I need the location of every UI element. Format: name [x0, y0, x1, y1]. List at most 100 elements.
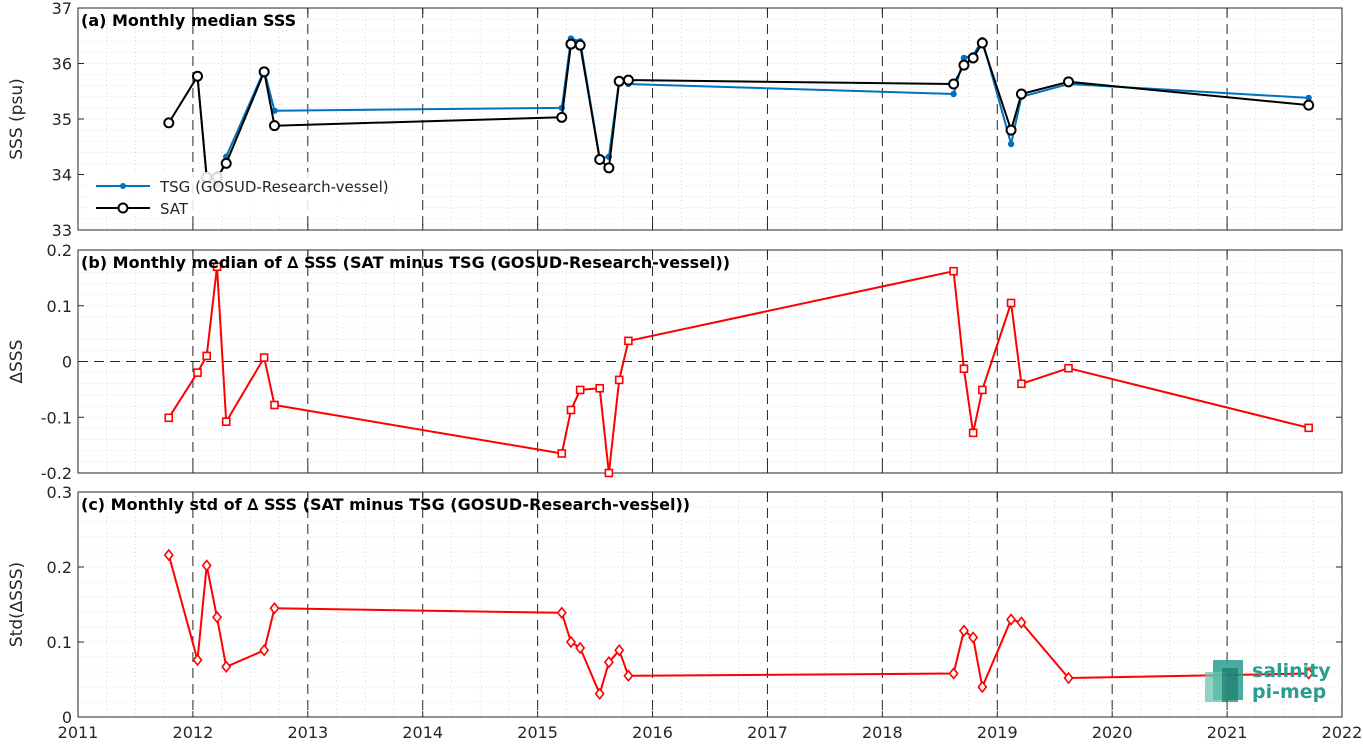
data-point-square: [604, 468, 614, 478]
y-tick-label: 0.2: [47, 558, 72, 577]
data-point-circle: [565, 38, 577, 50]
data-point-diamond: [977, 680, 988, 694]
data-point-circle: [220, 157, 232, 169]
data-point-square: [978, 385, 987, 395]
y-tick-label: 36: [52, 55, 72, 74]
x-tick-label: 2012: [173, 723, 214, 742]
y-tick-label: 37: [52, 0, 72, 18]
legend-sat-marker: [117, 202, 129, 214]
data-point-diamond: [212, 610, 223, 624]
data-point-square: [1064, 363, 1073, 373]
data-point-circle: [1063, 76, 1075, 88]
x-tick-label: 2019: [977, 723, 1018, 742]
panel-c: 0 0.1 0.2 0.3 Std(∆SSS) (c) Monthly std of ∆ …: [7, 483, 1343, 727]
data-point-diamond: [192, 653, 203, 667]
x-tick-label: 2022: [1322, 723, 1363, 742]
series-line-1-0: [167, 265, 1309, 474]
logo-line2: pi-mep: [1252, 681, 1326, 703]
data-point-diamond: [968, 631, 979, 644]
data-point-diamond: [614, 643, 625, 657]
x-tick-label: 2013: [287, 723, 328, 742]
y-tick-label: 33: [52, 221, 72, 240]
data-point-circle: [1303, 99, 1315, 111]
data-point-diamond: [201, 559, 212, 572]
y-tick-label: 0.3: [47, 483, 72, 502]
data-point-square: [202, 351, 211, 361]
data-point-diamond: [623, 669, 634, 683]
data-point-square: [624, 336, 633, 346]
data-point-circle: [613, 75, 625, 87]
data-point-circle: [556, 111, 568, 123]
data-point-circle: [192, 70, 204, 82]
logo-line1: salinity: [1252, 660, 1331, 682]
y-tick-label: 0.2: [47, 241, 72, 260]
legend: TSG (GOSUD-Research-vessel) SAT: [90, 172, 420, 218]
data-point-circle: [948, 78, 960, 90]
data-point-diamond: [221, 660, 232, 674]
data-point-square: [566, 405, 576, 415]
panel-title: (b) Monthly median of ∆ SSS (SAT minus T…: [81, 253, 730, 272]
data-point-square: [270, 400, 279, 410]
y-tick-label: 0: [62, 353, 72, 372]
data-point-circle: [967, 52, 979, 64]
x-tick-labels: 2011 2012 2013 2014 2015 2016 2017 2018 2019 2020…: [58, 723, 1363, 742]
panel-title: (a) Monthly median SSS: [81, 11, 296, 30]
logo-glyph-icon: [1205, 660, 1243, 702]
data-point-square: [614, 375, 624, 385]
data-point-dot: [950, 90, 957, 98]
data-point-square: [557, 449, 567, 458]
series-line-0-1: [167, 42, 1309, 179]
panel-title: (c) Monthly std of ∆ SSS (SAT minus TSG …: [81, 495, 690, 514]
data-point-circle: [268, 120, 280, 132]
x-tick-label: 2015: [517, 723, 558, 742]
data-point-dot: [1305, 94, 1312, 102]
panel-b: -0.2 -0.1 0 0.1 0.2 ∆SSS (b) Monthly median of…: [7, 241, 1343, 483]
x-tick-label: 2017: [747, 723, 788, 742]
legend-tsg-marker: [120, 183, 126, 189]
series-line-2-0: [167, 554, 1309, 695]
data-point-square: [259, 353, 269, 362]
data-point-diamond: [948, 667, 959, 680]
data-point-square: [595, 383, 604, 393]
data-point-diamond: [575, 641, 586, 655]
y-axis-label: Std(∆SSS): [7, 562, 27, 647]
data-point-square: [221, 417, 231, 427]
y-tick-label: 0.1: [47, 633, 72, 652]
data-point-square: [575, 385, 585, 395]
x-tick-label: 2011: [58, 723, 99, 742]
legend-sat-label: SAT: [160, 200, 189, 218]
x-tick-label: 2014: [402, 723, 443, 742]
data-point-circle: [603, 162, 615, 174]
data-point-square: [193, 368, 202, 377]
y-tick-label: 35: [52, 110, 72, 129]
x-tick-label: 2020: [1092, 723, 1133, 742]
y-axis-label: ∆SSS: [7, 340, 27, 385]
data-point-circle: [258, 66, 270, 78]
data-point-circle: [958, 59, 970, 71]
axes-box: [77, 491, 1343, 718]
y-tick-label: 34: [52, 166, 72, 185]
data-point-diamond: [594, 687, 605, 701]
data-point-circle: [976, 37, 988, 49]
x-tick-label: 2016: [632, 723, 673, 742]
data-point-diamond: [556, 606, 567, 620]
data-point-circle: [1015, 88, 1027, 100]
data-point-square: [212, 262, 222, 272]
data-point-square: [968, 428, 978, 438]
data-point-dot: [960, 54, 968, 62]
y-tick-label: 0.1: [47, 297, 72, 316]
data-point-dot: [1007, 140, 1015, 148]
data-point-diamond: [259, 643, 270, 657]
data-point-diamond: [163, 548, 174, 562]
salinity-pi-mep-logo: salinity pi-mep: [1205, 660, 1331, 703]
data-point-square: [949, 266, 958, 276]
data-point-diamond: [958, 624, 969, 638]
data-point-diamond: [565, 635, 576, 649]
data-point-diamond: [603, 655, 614, 669]
data-point-square: [1006, 298, 1016, 308]
y-tick-label: -0.1: [41, 408, 72, 427]
x-tick-label: 2018: [862, 723, 903, 742]
y-tick-label: -0.2: [41, 464, 72, 483]
data-point-circle: [163, 117, 175, 129]
